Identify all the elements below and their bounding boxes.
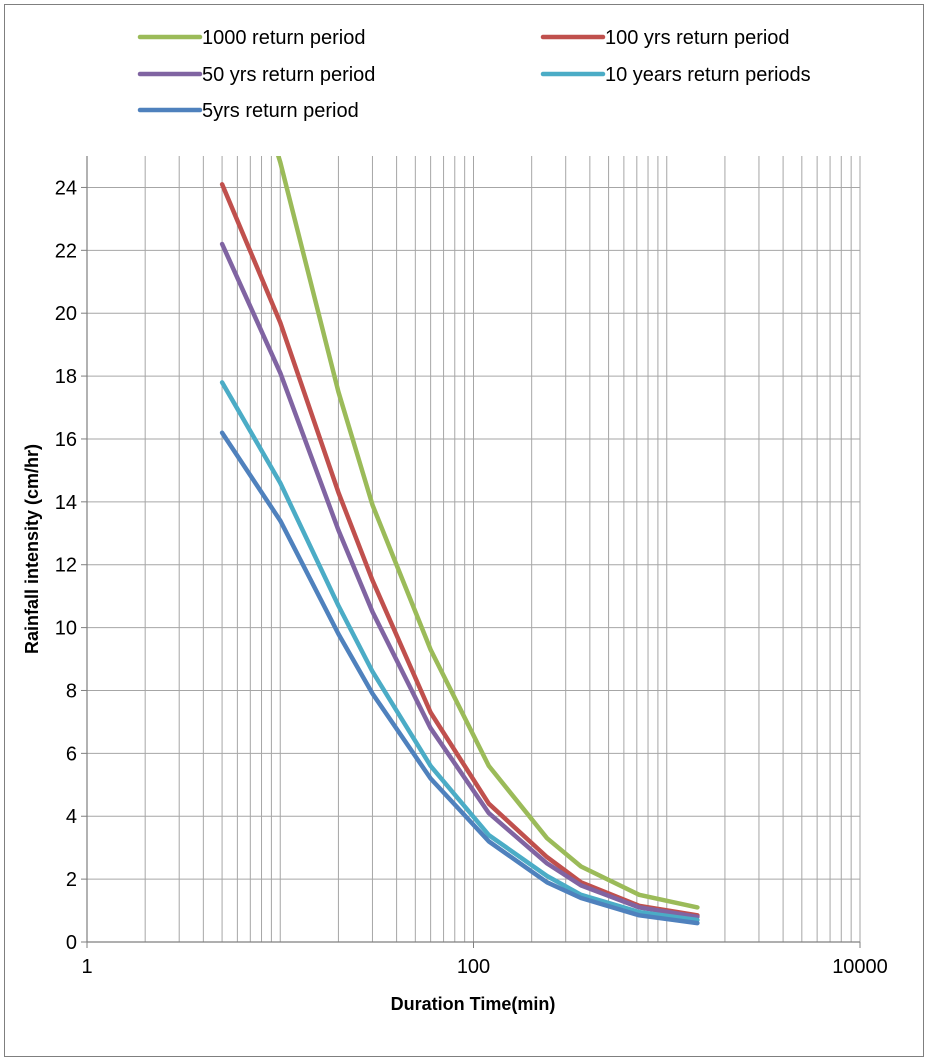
- y-tick-label: 20: [55, 303, 77, 325]
- legend-label-5yrs-return-period: 5yrs return period: [202, 100, 359, 122]
- x-tick-label: 100: [457, 956, 490, 978]
- y-tick-label: 24: [55, 177, 77, 199]
- legend: 1000 return period 100 yrs return period 5…: [137, 27, 811, 122]
- series-line-5yrs-return-period: [219, 430, 700, 926]
- y-tick-label: 6: [66, 743, 77, 765]
- y-tick-label: 16: [55, 429, 77, 451]
- y-tick-label: 22: [55, 240, 77, 262]
- y-tick-label: 0: [66, 932, 77, 954]
- series-line-1000-return-period: [276, 156, 700, 910]
- legend-label-50-yrs-return-period: 50 yrs return period: [202, 64, 375, 86]
- series-line-50-yrs-return-period: [219, 241, 700, 920]
- legend-label-100-yrs-return-period: 100 yrs return period: [605, 27, 790, 49]
- legend-label-1000-return-period: 1000 return period: [202, 27, 365, 49]
- x-tick-label: 1: [81, 956, 92, 978]
- y-tick-label: 18: [55, 366, 77, 388]
- y-axis-title: Rainfall intensity (cm/hr): [22, 444, 42, 654]
- x-ticks-layer: 1 100 10000: [81, 942, 888, 978]
- series-layer: [219, 156, 700, 926]
- grid-layer: [87, 156, 861, 942]
- x-axis-title: Duration Time(min): [391, 994, 556, 1014]
- y-tick-label: 10: [55, 618, 77, 640]
- y-tick-label: 4: [66, 806, 77, 828]
- y-tick-label: 2: [66, 869, 77, 891]
- legend-label-10-years-return-periods: 10 years return periods: [605, 64, 811, 86]
- x-tick-label: 10000: [832, 956, 888, 978]
- y-tick-label: 12: [55, 555, 77, 577]
- y-tick-label: 14: [55, 492, 77, 514]
- series-line-10-years-return-periods: [219, 380, 700, 923]
- y-tick-label: 8: [66, 680, 77, 702]
